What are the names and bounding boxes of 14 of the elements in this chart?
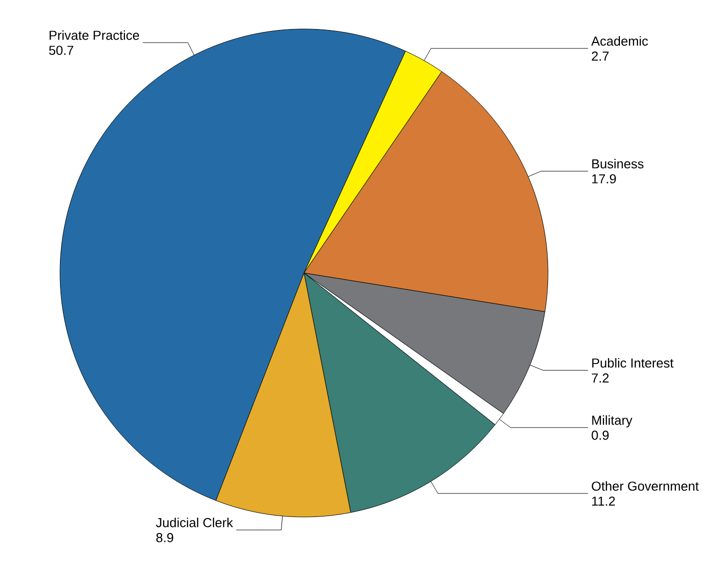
data-label: 50.7 — [49, 46, 74, 55]
data-label: 7.2 — [592, 373, 609, 383]
data-label: 8.9 — [156, 533, 174, 542]
data-label: 11.2 — [592, 496, 615, 506]
data-label: 0.9 — [592, 430, 609, 440]
data-label: 2.7 — [592, 52, 609, 61]
slice-label: Business — [592, 158, 644, 168]
slice-label: Other Government — [592, 481, 699, 491]
slice-label: Private Practice — [50, 30, 140, 40]
slice-label: Military — [592, 415, 632, 428]
slice-label: Public Interest — [592, 358, 674, 368]
slice-label: Judicial Clerk — [156, 518, 234, 528]
data-label: 17.9 — [592, 174, 616, 184]
slice-label: Academic — [591, 36, 648, 46]
